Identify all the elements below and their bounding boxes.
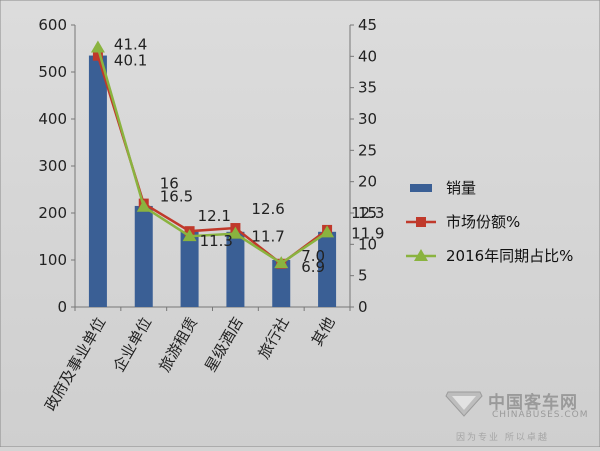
left-tick-label: 500 [38,63,67,81]
data-label-market-share: 12.1 [198,207,231,225]
left-tick-label: 200 [38,204,67,222]
x-tick-label: 政府及事业单位 [41,314,109,414]
point-2016-share [136,199,151,212]
data-label-2016-share: 11.7 [251,228,284,246]
left-tick-label: 300 [38,157,67,175]
bar-sales [88,55,107,307]
left-tick-label: 0 [57,298,67,316]
legend-marker-market-share [416,217,426,227]
left-tick-label: 400 [38,110,67,128]
point-2016-share [90,40,105,53]
data-label-market-share: 12.6 [251,200,284,218]
watermark-brand: 中国客车网 [488,393,578,413]
bar-sales [226,231,245,307]
x-tick-label: 旅游租赁 [155,314,201,375]
x-tick-label: 企业单位 [110,314,156,375]
data-label-2016-share: 16 [160,175,179,193]
right-tick-label: 10 [358,235,377,253]
data-label-market-share: 6.9 [301,258,325,276]
point-2016-share [274,256,289,269]
data-label-2016-share: 11.3 [200,232,233,250]
left-tick-label: 100 [38,251,67,269]
right-tick-label: 30 [358,110,377,128]
point-2016-share [320,225,335,238]
line-2016-share [96,47,328,265]
right-tick-label: 15 [358,204,377,222]
bar-sales [134,205,153,307]
x-tick-label: 星级酒店 [201,314,247,375]
legend-marker-2016-share [414,249,428,261]
right-tick-label: 40 [358,47,377,65]
point-2016-share [228,226,243,239]
x-tick-label: 旅行社 [255,314,293,362]
data-label-market-share: 40.1 [114,52,147,70]
legend-label-sales: 销量 [446,179,476,197]
bar-sales [180,231,199,307]
point-2016-share [182,229,197,242]
right-tick-label: 0 [358,298,368,316]
right-tick-label: 45 [358,16,377,34]
watermark-site: CHINABUSES.COM [492,410,589,420]
right-tick-label: 5 [358,267,368,285]
right-tick-label: 25 [358,141,377,159]
watermark-slogan: 因为专业 所以卓越 [456,433,549,443]
legend-label-2016-share: 2016年同期占比% [446,247,573,265]
right-tick-label: 35 [358,79,377,97]
point-market-share [92,50,103,61]
legend-swatch-sales [410,184,432,192]
data-label-2016-share: 41.4 [114,36,147,54]
bar-sales [318,231,337,307]
data-label-2016-share: 7.0 [301,247,325,265]
x-tick-label: 其他 [308,314,339,349]
right-tick-label: 20 [358,173,377,191]
legend-label-market-share: 市场份额% [446,213,520,231]
bus-logo-icon [445,391,483,417]
data-label-market-share: 16.5 [160,188,193,206]
data-label-2016-share: 11.9 [351,224,384,242]
bar-sales [272,260,291,307]
data-label-market-share: 12.3 [351,204,384,222]
left-tick-label: 600 [38,16,67,34]
